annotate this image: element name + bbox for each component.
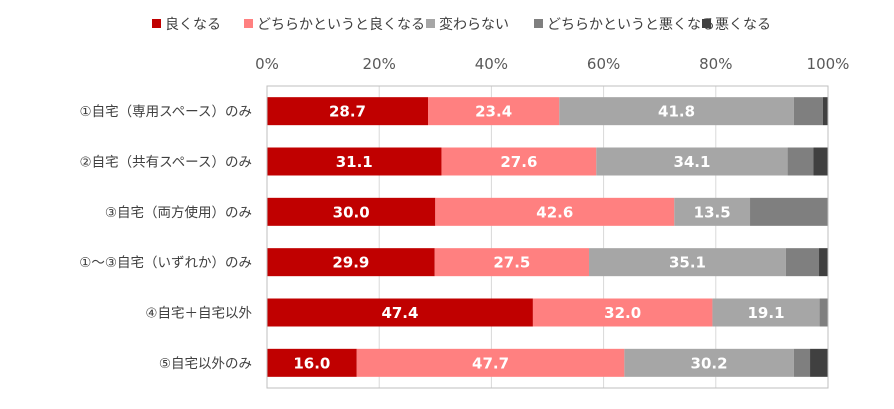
bar-segment [810, 348, 828, 377]
bar-segment [787, 147, 814, 176]
category-label: ④自宅＋自宅以外 [145, 306, 252, 322]
bar-segment [532, 298, 713, 327]
data-label: 30.2 [691, 354, 728, 372]
bar-segment [793, 97, 823, 126]
bar-segment [793, 348, 811, 377]
plot-frame [266, 85, 829, 389]
data-label: 47.4 [381, 304, 418, 322]
bar-segment [434, 248, 590, 277]
data-label: 27.5 [493, 254, 530, 272]
data-label: 42.6 [536, 203, 573, 221]
bar-segment [589, 248, 786, 277]
legend-label: どちらかというと良くなる [257, 17, 425, 33]
category-label: ⑤自宅以外のみ [159, 356, 252, 372]
category-label: ③自宅（両方使用）のみ [105, 204, 252, 221]
bar-segment [674, 197, 751, 226]
bar-segment [267, 197, 436, 226]
bar-segment [356, 348, 625, 377]
legend-label: 変わらない [439, 16, 509, 33]
legend-label: 悪くなる [715, 17, 771, 33]
x-tick-label: 80% [699, 55, 732, 73]
data-label: 19.1 [748, 304, 785, 322]
bar-segment [712, 298, 820, 327]
bar-segment [813, 147, 828, 176]
legend-swatch [534, 19, 543, 28]
legend-swatch [244, 19, 253, 28]
legend-swatch [426, 19, 435, 28]
bar-segment [267, 97, 429, 126]
legend-swatch [702, 19, 711, 28]
category-labels: ①自宅（専用スペース）のみ ②自宅（共有スペース）のみ ③自宅（両方使用）のみ ①～③… [79, 104, 252, 372]
x-tick-label: 40% [475, 55, 508, 73]
x-tick-label: 100% [807, 55, 850, 73]
bar-segment [822, 97, 828, 126]
legend-label: 良くなる [165, 17, 221, 33]
legend: 良くなる どちらかというと良くなる 変わらない どちらかというと悪くなる 悪くなる [152, 16, 771, 33]
bar-segment [267, 147, 442, 176]
category-label: ①～③自宅（いずれか）のみ [79, 255, 252, 271]
bar-segment [435, 197, 675, 226]
data-label: 29.9 [332, 254, 369, 272]
gridlines [378, 86, 717, 388]
data-label: 27.6 [500, 153, 537, 171]
data-label: 31.1 [336, 153, 373, 171]
legend-swatch [152, 19, 161, 28]
bar-segment [559, 97, 794, 126]
bar-segment [624, 348, 794, 377]
legend-label: どちらかというと悪くなる [547, 17, 715, 33]
bar-segment [819, 248, 828, 277]
category-label: ②自宅（共有スペース）のみ [80, 155, 252, 171]
bar-segment [785, 248, 820, 277]
bar-segment [267, 298, 533, 327]
data-label: 28.7 [329, 103, 366, 121]
bar-segment [819, 298, 828, 327]
bar-segment [428, 97, 560, 126]
bars: 28.7 23.4 41.8 31.1 27.6 34.1 30.0 42.6 13.5 29.9… [267, 97, 828, 377]
data-label: 47.7 [472, 354, 509, 372]
data-label: 23.4 [475, 103, 512, 121]
data-label: 35.1 [669, 254, 706, 272]
bar-segment [596, 147, 788, 176]
data-label: 41.8 [658, 103, 695, 121]
data-label: 30.0 [333, 203, 370, 221]
x-tick-label: 20% [363, 55, 396, 73]
x-tick-label: 0% [255, 55, 279, 73]
x-axis-ticks: 0% 20% 40% 60% 80% 100% [255, 55, 849, 73]
data-label: 16.0 [293, 354, 330, 372]
data-label: 13.5 [694, 203, 731, 221]
bar-segment [441, 147, 597, 176]
bar-segment [267, 248, 435, 277]
bar-segment [267, 348, 357, 377]
data-label: 34.1 [673, 153, 710, 171]
bar-segment [750, 197, 828, 226]
data-label: 32.0 [604, 304, 641, 322]
category-label: ①自宅（専用スペース）のみ [80, 104, 252, 120]
x-tick-label: 60% [587, 55, 620, 73]
